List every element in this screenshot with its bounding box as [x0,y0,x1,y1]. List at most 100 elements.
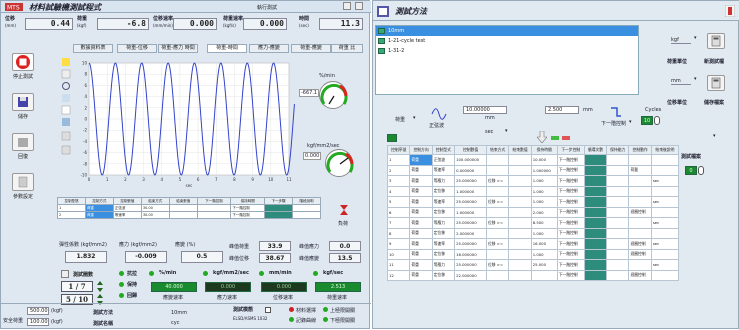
steps-cell[interactable]: sec [650,196,680,208]
steps-cell[interactable] [508,196,532,208]
steps-cell[interactable]: sec [650,238,680,250]
steps-cell[interactable]: 下一階控制 [556,196,585,208]
steps-cell[interactable]: 1.000000 [530,164,558,176]
steps-cell[interactable]: 25.000000 [454,238,487,250]
steps-cell[interactable]: 25.000000 [454,259,487,271]
steps-cell[interactable] [508,238,532,250]
steps-cell[interactable] [508,154,532,166]
steps-cell[interactable]: 9 [386,238,411,250]
steps-cell[interactable]: 下一階控制 [556,238,585,250]
steps-cell[interactable]: 1.000000 [454,185,487,197]
steps-cell[interactable]: 2 [386,164,411,176]
force-unit-select[interactable]: kgf [671,37,691,44]
steps-cell[interactable]: 荷重 [409,217,433,229]
steps-cell[interactable]: 2.000 [530,206,558,218]
steps-cell[interactable] [583,217,608,229]
steps-cell[interactable]: 荷重 [409,196,433,208]
steps-cell[interactable]: 16.000000 [454,248,487,260]
steps-cell[interactable]: 等應力 [431,217,456,229]
close-button[interactable] [355,2,363,10]
ctrl-more-arrow-icon[interactable]: ▾ [713,133,716,139]
steps-cell[interactable]: 0.000000 [454,164,487,176]
steps-cell[interactable]: sec [650,259,680,271]
steps-cell[interactable] [508,227,532,239]
steps-cell[interactable]: 7 [386,217,411,229]
method-item-2[interactable]: 1-31-2 [376,46,638,56]
steps-cell[interactable]: 16.000 [530,238,558,250]
tab-2[interactable]: 荷重-應力 時間 [158,44,198,53]
steps-cell[interactable] [508,185,532,197]
steps-cell[interactable] [485,248,510,260]
steps-cell[interactable]: 位移 >= [485,259,510,271]
steps-cell[interactable] [508,259,532,271]
steps-cell[interactable]: 25.000000 [454,217,487,229]
steps-cell[interactable]: 下一階控制 [556,227,585,239]
steps-cell[interactable]: 定位移 [431,206,456,218]
steps-cell[interactable] [650,206,680,218]
tab-6[interactable]: 荷重 比 [331,44,363,53]
steps-cell[interactable]: 11 [386,259,411,271]
table-row[interactable]: 9 荷重 等速率 25.000000 位移 >= 16.000 下一階控制 迴圈控制 sec [386,238,680,250]
steps-cell[interactable]: 下一階控制 [556,259,585,271]
steps-cell[interactable]: sec [650,217,680,229]
steps-cell[interactable]: 下一階控制 [556,175,585,187]
steps-cell[interactable] [650,269,680,281]
steps-cell[interactable]: 下一階控制 [556,185,585,197]
table-row[interactable]: 7 荷重 等應力 25.000000 位移 >= 8.500 下一階控制 sec [386,217,680,229]
steps-cell[interactable]: 荷重 [409,248,433,260]
steps-cell[interactable] [508,206,532,218]
save-file-button[interactable] [707,75,725,91]
safe-load-field-1[interactable]: 500.00 [27,307,49,315]
material-radio[interactable] [289,307,294,312]
down-arrow-icon[interactable] [537,131,547,143]
steps-cell[interactable]: 荷重 [409,175,433,187]
steps-cell[interactable]: 荷重 [409,269,433,281]
steps-cell[interactable]: 荷重 [409,185,433,197]
new-test-button[interactable] [707,33,725,49]
steps-cell[interactable]: 1 [386,154,411,166]
steps-cell[interactable] [628,175,652,187]
test-file-spinner[interactable] [698,166,704,175]
steps-cell[interactable]: 位移 >= [485,196,510,208]
steps-cell[interactable]: 1.000 [530,175,558,187]
steps-cell[interactable]: 正弦波 [431,154,456,166]
exit-icon[interactable] [725,5,735,17]
steps-cell[interactable]: 4 [386,185,411,197]
steps-cell[interactable]: 荷重 [409,238,433,250]
steps-cell[interactable] [650,227,680,239]
tab-3[interactable]: 荷重-時間 [207,44,247,53]
steps-cell[interactable]: 荷重 [409,227,433,239]
steps-cell[interactable]: 等應力 [431,259,456,271]
tab-0[interactable]: 數據資料表 [73,44,113,53]
steps-cell[interactable] [485,206,510,218]
table-row[interactable]: 1 荷重 正弦波 30.00 下一階控制 [57,204,321,212]
steps-cell[interactable] [606,248,630,260]
steps-cell[interactable] [508,248,532,260]
steps-cell[interactable] [606,185,630,197]
steps-cell[interactable] [606,175,630,187]
steps-cell[interactable] [650,164,680,176]
steps-cell[interactable]: 定位移 [431,185,456,197]
cursor-tool-icon[interactable] [61,105,71,115]
table-row[interactable]: 2 荷重 等速率 0.000000 1.000000 下一階控制 荷載 [386,164,680,176]
table-row[interactable]: 1 荷重 正弦波 100.000000 10.000 下一階控制 [386,154,680,166]
steps-cell[interactable] [583,269,608,281]
steps-cell[interactable]: 1.000 [530,185,558,197]
steps-cell[interactable]: 迴圈控制 [628,206,652,218]
steps-cell[interactable] [606,259,630,271]
stop-test-button[interactable] [12,53,34,71]
steps-cell[interactable]: 位移 >= [485,238,510,250]
steps-cell[interactable] [628,154,652,166]
offset-input[interactable]: 2.500 [545,106,579,114]
steps-cell[interactable]: 等應力 [431,175,456,187]
steps-cell[interactable] [583,164,608,176]
steps-cell[interactable]: 位移 >= [485,175,510,187]
steps-cell[interactable] [530,269,558,281]
note-tool-icon[interactable] [62,58,70,66]
steps-cell[interactable] [628,185,652,197]
steps-cell[interactable] [485,164,510,176]
steps-cell[interactable]: 10 [386,248,411,260]
steps-cell[interactable] [583,248,608,260]
steps-cell[interactable]: 迴圈控制 [628,269,652,281]
link-arrows-icon[interactable] [551,135,571,141]
